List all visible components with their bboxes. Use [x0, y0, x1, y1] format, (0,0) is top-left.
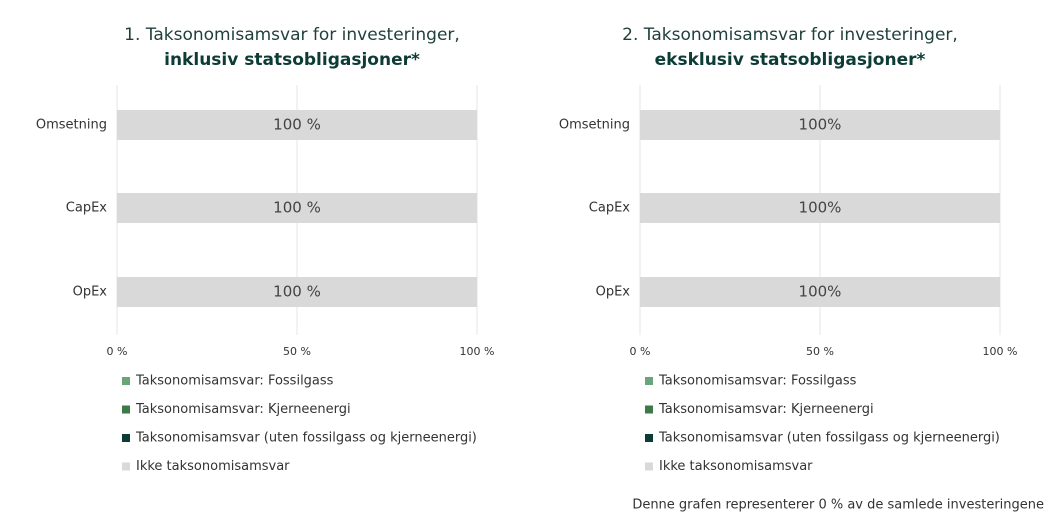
- bar-segment: [640, 277, 1000, 307]
- y-tick-label: OpEx: [596, 285, 631, 300]
- bar-segment: [640, 193, 1000, 223]
- bar-segment: [117, 277, 477, 307]
- legend-label: Taksonomisamsvar: Kjerneenergi: [658, 402, 874, 417]
- y-tick-label: Omsetning: [559, 118, 630, 133]
- legend-swatch: [122, 434, 130, 442]
- value-label: 100 %: [273, 283, 321, 301]
- bar-segment: [117, 193, 477, 223]
- legend-swatch: [645, 377, 653, 385]
- legend-swatch: [122, 377, 130, 385]
- chart-subtitle: eksklusiv statsobligasjoner*: [655, 50, 926, 70]
- bar-segment: [640, 110, 1000, 140]
- legend-label: Taksonomisamsvar (uten fossilgass og kje…: [658, 431, 1000, 446]
- value-label: 100%: [799, 283, 842, 301]
- y-tick-label: Omsetning: [36, 118, 107, 133]
- chart-subtitle: inklusiv statsobligasjoner*: [164, 50, 420, 70]
- legend-label: Taksonomisamsvar: Fossilgass: [658, 374, 857, 389]
- legend-swatch: [645, 462, 653, 471]
- chart-title: 2. Taksonomisamsvar for investeringer,: [622, 25, 958, 45]
- legend-swatch: [645, 434, 653, 442]
- value-label: 100%: [799, 116, 842, 134]
- x-tick-label: 100 %: [460, 345, 495, 358]
- value-label: 100 %: [273, 116, 321, 134]
- y-tick-label: CapEx: [66, 201, 108, 216]
- x-tick-label: 0 %: [107, 345, 128, 358]
- x-tick-label: 0 %: [630, 345, 651, 358]
- x-tick-label: 100 %: [983, 345, 1018, 358]
- legend-swatch: [122, 405, 130, 414]
- annotation: Denne grafen representerer 0 % av de sam…: [632, 498, 1044, 513]
- y-tick-label: CapEx: [589, 201, 631, 216]
- legend-label: Ikke taksonomisamsvar: [136, 459, 290, 474]
- legend-label: Ikke taksonomisamsvar: [659, 459, 813, 474]
- legend-swatch: [645, 405, 653, 414]
- value-label: 100%: [799, 199, 842, 217]
- legend-label: Taksonomisamsvar: Fossilgass: [135, 374, 334, 389]
- x-tick-label: 50 %: [806, 345, 834, 358]
- legend-swatch: [122, 462, 130, 471]
- bar-segment: [117, 110, 477, 140]
- value-label: 100 %: [273, 199, 321, 217]
- legend-label: Taksonomisamsvar: Kjerneenergi: [135, 402, 351, 417]
- x-tick-label: 50 %: [283, 345, 311, 358]
- chart-title: 1. Taksonomisamsvar for investeringer,: [124, 25, 460, 45]
- legend-label: Taksonomisamsvar (uten fossilgass og kje…: [135, 431, 477, 446]
- y-tick-label: OpEx: [73, 285, 108, 300]
